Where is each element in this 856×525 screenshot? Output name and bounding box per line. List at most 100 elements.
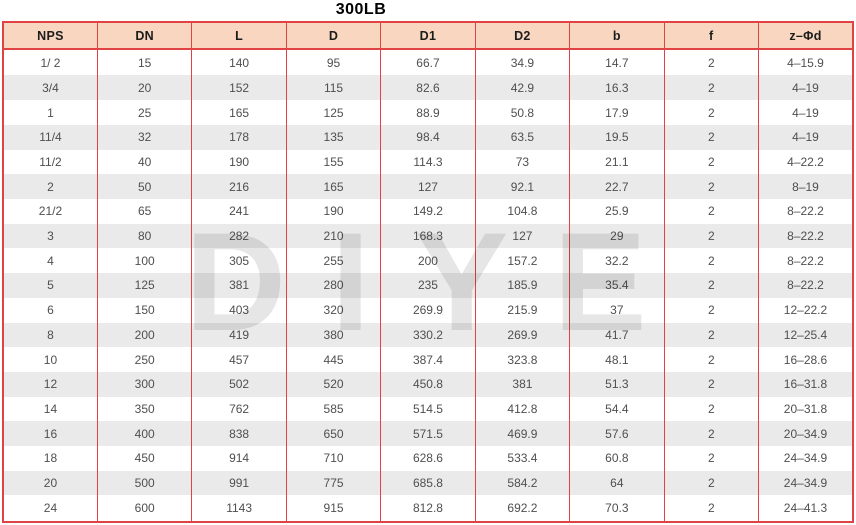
table-cell: 457 bbox=[191, 347, 287, 372]
table-cell: 3/4 bbox=[42, 80, 59, 95]
table-cell: 10 bbox=[43, 352, 58, 367]
table-cell: 190 bbox=[285, 198, 381, 224]
table-cell: 16–31.8 bbox=[758, 371, 853, 397]
table-cell: 650 bbox=[285, 421, 381, 447]
table-cell: 584.2 bbox=[474, 470, 570, 496]
table-cell: 3 bbox=[47, 229, 54, 244]
table-cell: 4 bbox=[47, 253, 54, 268]
table-cell: 2 bbox=[663, 100, 759, 125]
table-cell: 8 bbox=[47, 327, 54, 342]
table-cell: 95 bbox=[285, 49, 381, 76]
table-row: 2 50 216 165 127 92.1 22.7 2 8–19 bbox=[3, 174, 853, 199]
header-row: NPS DN L D D1 D2 b f z–Φd bbox=[3, 22, 853, 50]
table-cell: 8–22.2 bbox=[758, 223, 853, 249]
table-cell: 280 bbox=[285, 273, 381, 298]
table-cell: 533.4 bbox=[474, 446, 570, 471]
table-cell: 241 bbox=[191, 198, 287, 224]
table-cell: 502 bbox=[191, 371, 287, 397]
table-cell: 150 bbox=[96, 297, 192, 323]
table-cell: 178 bbox=[191, 124, 287, 150]
table-cell: 70.3 bbox=[569, 495, 665, 522]
table-row: 18 450 914 710 628.6 533.4 60.8 2 24–34.9 bbox=[3, 446, 853, 471]
table-cell: 2 bbox=[663, 421, 759, 447]
table-cell: 2 bbox=[663, 446, 759, 471]
table-row: 3 80 282 210 168.3 127 29 2 8–22.2 bbox=[3, 223, 853, 249]
table-cell: 6 bbox=[47, 303, 54, 318]
table-cell: 50 bbox=[96, 174, 192, 199]
table-cell: 8–19 bbox=[758, 174, 853, 199]
page-title: 300LB bbox=[335, 1, 387, 18]
table-cell: 88.9 bbox=[380, 100, 476, 125]
table-cell: 2 bbox=[663, 223, 759, 249]
table-cell: 25 bbox=[96, 100, 192, 125]
table-cell: 22.7 bbox=[569, 174, 665, 199]
table-cell: 18 bbox=[43, 451, 58, 466]
table-cell: 692.2 bbox=[474, 495, 570, 522]
table-cell: 29 bbox=[569, 223, 665, 249]
table-cell: 450 bbox=[96, 446, 192, 471]
table-cell: 514.5 bbox=[380, 396, 476, 422]
table-row: 20 500 991 775 685.8 584.2 64 2 24–34.9 bbox=[3, 470, 853, 496]
table-cell: 235 bbox=[380, 273, 476, 298]
table-cell: 165 bbox=[285, 174, 381, 199]
table-cell: 387.4 bbox=[380, 347, 476, 372]
table-cell: 2 bbox=[663, 495, 759, 522]
table-cell: 57.6 bbox=[569, 421, 665, 447]
table-cell: 125 bbox=[285, 100, 381, 125]
table-cell: 762 bbox=[191, 396, 287, 422]
table-row: 6 150 403 320 269.9 215.9 37 2 12–22.2 bbox=[3, 297, 853, 323]
table-cell: 200 bbox=[96, 322, 192, 348]
table-cell: 157.2 bbox=[474, 248, 570, 274]
table-cell: 32.2 bbox=[569, 248, 665, 274]
table-cell: 21/2 bbox=[38, 204, 63, 219]
table-cell: 838 bbox=[191, 421, 287, 447]
table-cell: 381 bbox=[474, 371, 570, 397]
table-row: 5 125 381 280 235 185.9 35.4 2 8–22.2 bbox=[3, 273, 853, 298]
table-cell: 991 bbox=[191, 470, 287, 496]
table-cell: 710 bbox=[285, 446, 381, 471]
table-cell: 323.8 bbox=[474, 347, 570, 372]
table-cell: 685.8 bbox=[380, 470, 476, 496]
table-cell: 8–22.2 bbox=[758, 273, 853, 298]
table-cell: 12 bbox=[43, 377, 58, 392]
table-row: 21/2 65 241 190 149.2 104.8 25.9 2 8–22.2 bbox=[3, 198, 853, 224]
table-cell: 500 bbox=[96, 470, 192, 496]
table-cell: 63.5 bbox=[474, 124, 570, 150]
table-cell: 450.8 bbox=[380, 371, 476, 397]
table-cell: 445 bbox=[285, 347, 381, 372]
table-cell: 775 bbox=[285, 470, 381, 496]
table-row: 8 200 419 380 330.2 269.9 41.7 2 12–25.4 bbox=[3, 322, 853, 348]
table-cell: 21.1 bbox=[569, 149, 665, 175]
table-cell: 4–22.2 bbox=[758, 149, 853, 175]
table-cell: 320 bbox=[285, 297, 381, 323]
table-cell: 403 bbox=[191, 297, 287, 323]
table-cell: 73 bbox=[474, 149, 570, 175]
table-cell: 14.7 bbox=[569, 49, 665, 76]
table-cell: 8–22.2 bbox=[758, 198, 853, 224]
table-cell: 412.8 bbox=[474, 396, 570, 422]
table-cell: 125 bbox=[96, 273, 192, 298]
table-cell: 24–34.9 bbox=[758, 446, 853, 471]
table-cell: 4–19 bbox=[758, 75, 853, 101]
column-header-6: b bbox=[569, 22, 665, 50]
table-cell: 16.3 bbox=[569, 75, 665, 101]
table-cell: 48.1 bbox=[569, 347, 665, 372]
table-cell: 20 bbox=[43, 476, 58, 491]
table-cell: 64 bbox=[569, 470, 665, 496]
table-row: 4 100 305 255 200 157.2 32.2 2 8–22.2 bbox=[3, 248, 853, 274]
table-cell: 42.9 bbox=[474, 75, 570, 101]
table-cell: 14 bbox=[43, 401, 58, 416]
table-row: 24 600 1143 915 812.8 692.2 70.3 2 24–41.3 bbox=[3, 495, 853, 522]
column-header-5: D2 bbox=[474, 22, 570, 50]
table-row: 10 250 457 445 387.4 323.8 48.1 2 16–28.6 bbox=[3, 347, 853, 372]
table-cell: 250 bbox=[96, 347, 192, 372]
table-cell: 114.3 bbox=[380, 149, 476, 175]
table-cell: 4–19 bbox=[758, 100, 853, 125]
table-cell: 200 bbox=[380, 248, 476, 274]
table-cell: 92.1 bbox=[474, 174, 570, 199]
table-cell: 190 bbox=[191, 149, 287, 175]
table-cell: 152 bbox=[191, 75, 287, 101]
table-cell: 305 bbox=[191, 248, 287, 274]
table-cell: 66.7 bbox=[380, 49, 476, 76]
table-cell: 20–31.8 bbox=[758, 396, 853, 422]
